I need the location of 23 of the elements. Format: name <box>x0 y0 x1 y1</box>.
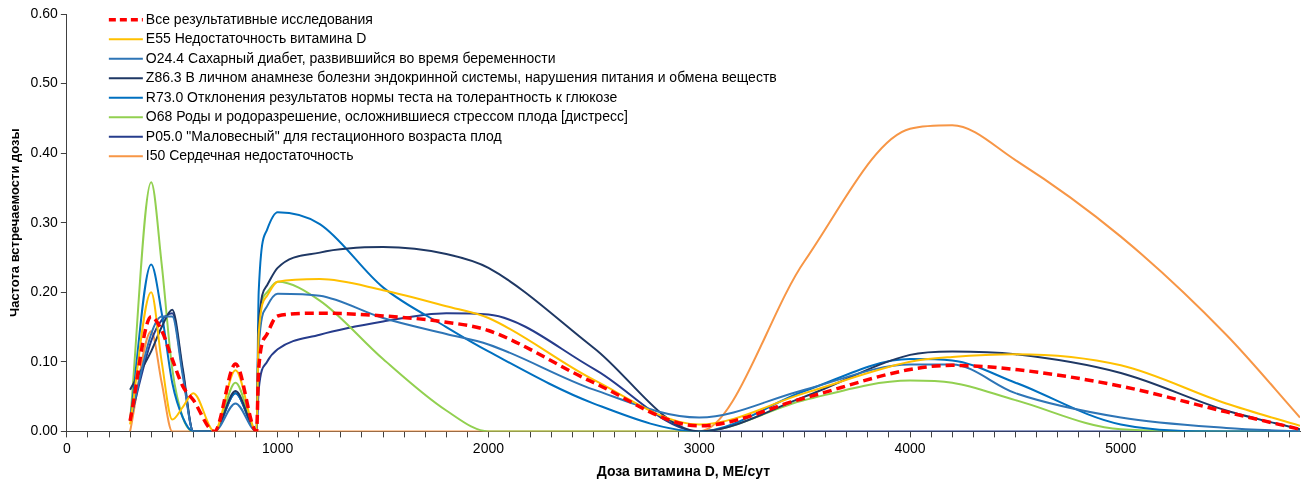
y-tick-label: 0.50 <box>30 74 59 91</box>
x-tick-label: 0 <box>62 439 71 456</box>
x-tick-label: 2000 <box>472 439 505 456</box>
y-tick-label: 0.40 <box>30 143 59 160</box>
x-tick-label: 4000 <box>894 439 926 456</box>
x-tick-label: 5000 <box>1105 439 1137 456</box>
y-tick-label: 0.60 <box>30 4 59 21</box>
legend-label: I50 Сердечная недостаточность <box>145 147 354 164</box>
legend-label: Z86.3 В личном анамнезе болезни эндокринной системы, нарушения питания и обмена веществ <box>145 69 777 86</box>
x-tick-label: 3000 <box>683 439 716 456</box>
legend-label: E55 Недостаточность витамина D <box>145 30 367 47</box>
legend-label: Все результативные исследования <box>145 10 373 27</box>
legend-label: O24.4 Сахарный диабет, развившийся во время беременности <box>145 49 556 66</box>
y-tick-label: 0.10 <box>30 352 59 369</box>
y-tick-label: 0.00 <box>30 422 59 439</box>
x-tick-label: 1000 <box>262 439 294 456</box>
y-axis-title: Частота встречаемости дозы <box>7 128 23 317</box>
legend-label: P05.0 "Маловесный" для гестационного возраста плод <box>145 127 502 144</box>
legend-label: R73.0 Отклонения результатов нормы теста на толерантность к глюкозе <box>145 88 618 105</box>
y-tick-label: 0.30 <box>30 213 59 230</box>
legend-label: O68 Роды и родоразрешение, осложнившиеся стрессом плода [дистресс] <box>145 108 628 125</box>
y-tick-label: 0.20 <box>30 283 59 300</box>
x-axis-title: Доза витамина D, МЕ/сут <box>596 463 771 480</box>
